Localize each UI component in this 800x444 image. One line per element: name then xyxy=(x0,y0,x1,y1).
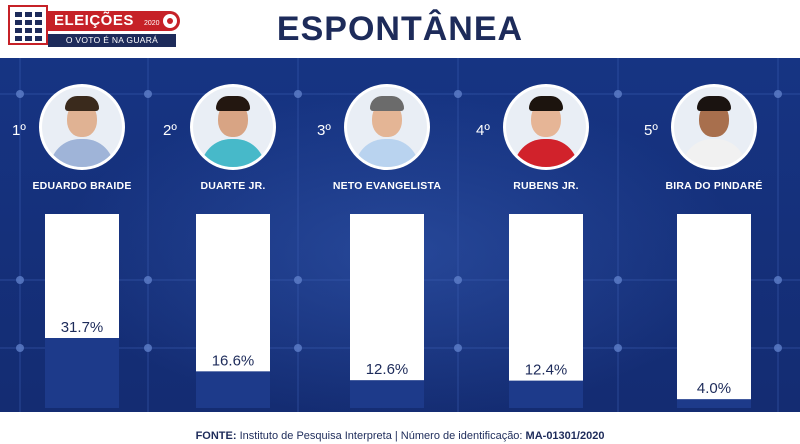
candidate-photo xyxy=(503,84,589,170)
candidate-photo xyxy=(190,84,276,170)
person-icon xyxy=(347,87,427,167)
ballot-cell xyxy=(25,28,32,33)
ballot-cell xyxy=(25,12,32,17)
ballot-box-icon xyxy=(8,5,48,45)
grid-node xyxy=(774,276,782,284)
ballot-cell xyxy=(25,36,32,41)
candidate-name: BIRA DO PINDARÉ xyxy=(665,180,763,192)
swirl-icon xyxy=(163,14,177,28)
identification-number: MA-01301/2020 xyxy=(525,430,605,442)
candidate-photo xyxy=(344,84,430,170)
bar-track xyxy=(509,214,583,408)
bar-track xyxy=(677,214,751,408)
value-labels: 31.7% 16.6% 12.6% 12.4% 4.0% xyxy=(61,319,731,397)
bar xyxy=(350,380,424,408)
candidate-name: DUARTE JR. xyxy=(200,180,266,192)
grid-node xyxy=(614,90,622,98)
logo-banner: ELEIÇÕES 2020 xyxy=(48,11,180,31)
bar xyxy=(509,380,583,408)
footer: FONTE: Instituto de Pesquisa Interpreta … xyxy=(0,412,800,444)
source-label: FONTE: xyxy=(195,430,237,442)
person-icon xyxy=(42,87,122,167)
grid-node xyxy=(454,344,462,352)
candidate-rank: 5º xyxy=(644,122,658,139)
bar-value-label: 16.6% xyxy=(212,352,255,369)
ballot-cell xyxy=(15,28,22,33)
source-note: FONTE: Instituto de Pesquisa Interpreta … xyxy=(0,430,800,442)
candidate-name: EDUARDO BRAIDE xyxy=(32,180,132,192)
grid-node xyxy=(294,276,302,284)
candidate-photo xyxy=(39,84,125,170)
candidate-name: NETO EVANGELISTA xyxy=(332,180,442,192)
bar-track xyxy=(350,214,424,408)
logo-title: ELEIÇÕES xyxy=(54,12,134,29)
ballot-cell xyxy=(35,28,42,33)
eleicoes-logo: ELEIÇÕES 2020 O VOTO É NA GUARÁ xyxy=(8,5,180,47)
grid-node xyxy=(294,344,302,352)
chart-area: 31.7% 16.6% 12.6% 12.4% 4.0% 1º EDUARDO BRAID… xyxy=(0,58,800,412)
ballot-cell xyxy=(15,12,22,17)
chart-canvas: 31.7% 16.6% 12.6% 12.4% 4.0% xyxy=(0,58,800,412)
candidate-photo xyxy=(671,84,757,170)
grid-node xyxy=(774,90,782,98)
bar-value-label: 12.6% xyxy=(366,361,409,378)
grid-node xyxy=(144,90,152,98)
candidate-rank: 4º xyxy=(476,122,490,139)
header: ELEIÇÕES 2020 O VOTO É NA GUARÁ ESPONTÂN… xyxy=(0,0,800,58)
person-icon xyxy=(193,87,273,167)
grid-node xyxy=(454,90,462,98)
person-icon xyxy=(674,87,754,167)
grid-node xyxy=(16,276,24,284)
ballot-cell xyxy=(35,20,42,25)
candidate-rank: 3º xyxy=(317,122,331,139)
ballot-cell xyxy=(35,36,42,41)
ballot-cell xyxy=(25,20,32,25)
grid-node xyxy=(144,344,152,352)
grid-node xyxy=(454,276,462,284)
ballot-cell xyxy=(15,36,22,41)
logo-year: 2020 xyxy=(144,20,160,27)
bar-value-label: 4.0% xyxy=(697,380,731,397)
logo-tagline: O VOTO É NA GUARÁ xyxy=(48,34,176,47)
grid-node xyxy=(774,344,782,352)
grid-node xyxy=(294,90,302,98)
bar xyxy=(196,371,270,408)
grid-node xyxy=(16,90,24,98)
bar xyxy=(45,338,119,408)
grid-node xyxy=(614,344,622,352)
candidate-name: RUBENS JR. xyxy=(513,180,579,192)
grid-node xyxy=(614,276,622,284)
ballot-cell xyxy=(15,20,22,25)
bar-value-label: 12.4% xyxy=(525,362,568,379)
person-icon xyxy=(506,87,586,167)
candidate-rank: 2º xyxy=(163,122,177,139)
source-text: Instituto de Pesquisa Interpreta | Númer… xyxy=(239,430,523,442)
candidate-rank: 1º xyxy=(12,122,26,139)
grid-node xyxy=(16,344,24,352)
grid-node xyxy=(144,276,152,284)
chart-title: ESPONTÂNEA xyxy=(276,10,524,48)
bar-value-label: 31.7% xyxy=(61,319,104,336)
bar xyxy=(677,399,751,408)
ballot-cell xyxy=(35,12,42,17)
bars xyxy=(45,214,751,408)
